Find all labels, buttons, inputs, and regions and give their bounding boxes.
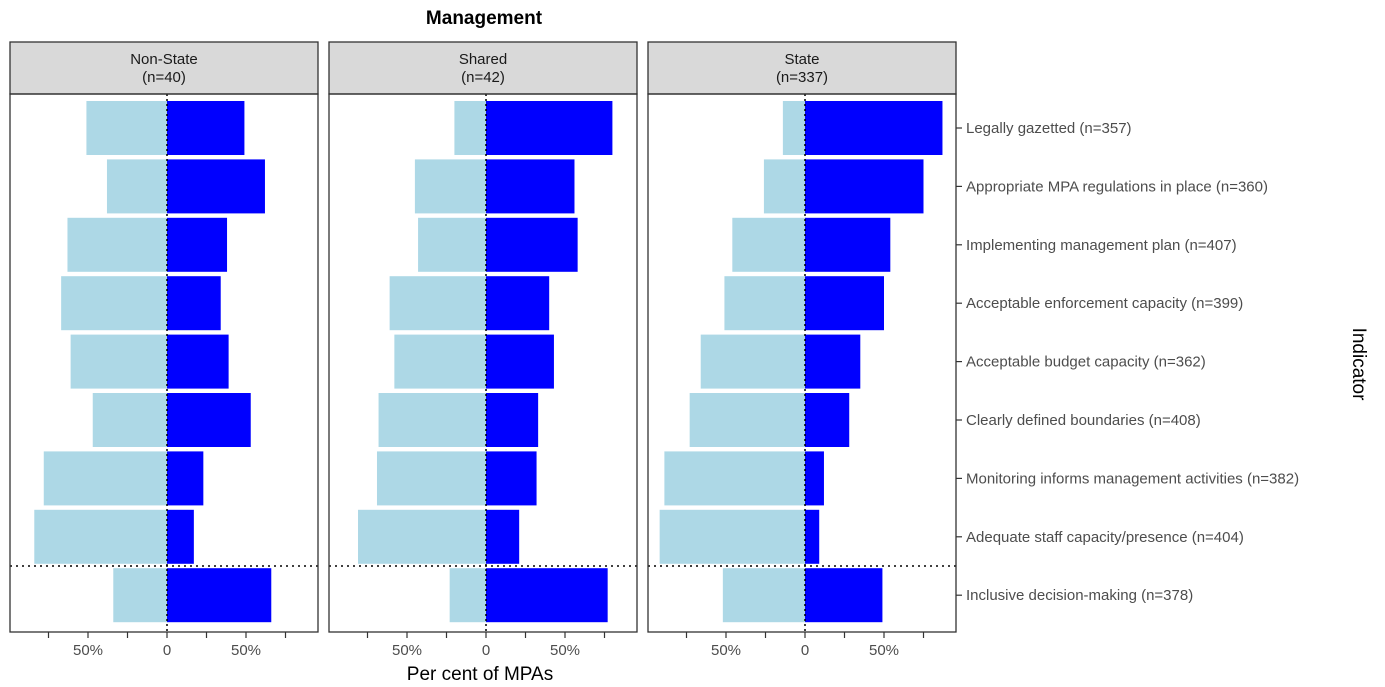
bar-positive — [167, 101, 245, 155]
bar-negative — [92, 393, 167, 447]
facet-title: Non-State — [130, 51, 198, 68]
bar-positive — [805, 451, 824, 506]
bar-negative — [659, 509, 805, 564]
bar-positive — [167, 451, 204, 506]
bar-positive — [486, 334, 554, 389]
bar-negative — [70, 334, 167, 389]
y-axis-title: Indicator — [1348, 328, 1369, 402]
x-tick-label: 0 — [163, 642, 171, 659]
facet-count: (n=40) — [142, 69, 186, 86]
panel-border — [328, 93, 638, 633]
bar-positive — [805, 568, 883, 623]
bar-positive — [486, 393, 539, 447]
facet-title: State — [784, 51, 819, 68]
category-label: Adequate staff capacity/presence (n=404) — [966, 529, 1244, 546]
bar-positive — [167, 334, 229, 389]
bar-negative — [414, 159, 486, 214]
facet-panel: Shared(n=42) 50% 0 50% — [328, 41, 638, 659]
x-tick-label: 0 — [482, 642, 490, 659]
bar-positive — [486, 509, 520, 564]
bar-positive — [805, 217, 891, 272]
panels: Non-State(n=40) 50% 0 50% Shared(n=42) 50% 0 50… — [9, 41, 957, 659]
x-tick-label: 50% — [392, 642, 422, 659]
facet-strip — [9, 41, 319, 95]
bar-negative — [378, 393, 486, 447]
bar-positive — [805, 101, 943, 155]
category-label: Acceptable enforcement capacity (n=399) — [966, 295, 1243, 312]
bar-positive — [167, 159, 265, 214]
bar-positive — [805, 393, 850, 447]
bar-positive — [167, 509, 194, 564]
category-label: Appropriate MPA regulations in place (n=… — [966, 178, 1268, 195]
facet-title: Shared — [459, 51, 507, 68]
bar-negative — [700, 334, 805, 389]
x-tick-label: 50% — [869, 642, 899, 659]
bar-positive — [486, 276, 550, 331]
category-label: Clearly defined boundaries (n=408) — [966, 412, 1201, 429]
bar-negative — [113, 568, 167, 623]
bar-positive — [167, 568, 272, 623]
bar-positive — [486, 568, 608, 623]
bar-negative — [61, 276, 167, 331]
panel-border — [647, 93, 957, 633]
bar-negative — [43, 451, 168, 506]
bar-negative — [449, 568, 486, 623]
y-axis-category-labels: Legally gazetted (n=357) Appropriate MPA … — [956, 120, 1299, 604]
bar-negative — [732, 217, 805, 272]
bar-positive — [167, 217, 228, 272]
x-tick-label: 50% — [73, 642, 103, 659]
x-axis-title: Per cent of MPAs — [407, 664, 553, 685]
facet-strip — [328, 41, 638, 95]
category-label: Implementing management plan (n=407) — [966, 237, 1237, 254]
x-tick-label: 50% — [550, 642, 580, 659]
category-label: Legally gazetted (n=357) — [966, 120, 1132, 137]
bar-positive — [805, 334, 861, 389]
bar-positive — [167, 276, 221, 331]
bar-negative — [782, 101, 805, 155]
bar-positive — [486, 217, 578, 272]
bar-negative — [67, 217, 167, 272]
bar-positive — [805, 276, 884, 331]
facet-panel: Non-State(n=40) 50% 0 50% — [9, 41, 319, 659]
chart-title: Management — [426, 8, 543, 29]
x-tick-label: 50% — [711, 642, 741, 659]
bar-negative — [689, 393, 805, 447]
bar-positive — [805, 509, 820, 564]
bar-negative — [86, 101, 167, 155]
x-tick-label: 50% — [231, 642, 261, 659]
bar-positive — [805, 159, 924, 214]
bar-negative — [418, 217, 486, 272]
bar-positive — [167, 393, 251, 447]
facet-count: (n=337) — [776, 69, 828, 86]
bar-negative — [34, 509, 167, 564]
facet-count: (n=42) — [461, 69, 505, 86]
bar-positive — [486, 451, 537, 506]
bar-negative — [763, 159, 805, 214]
facet-panel: State(n=337) 50% 0 50% — [647, 41, 957, 659]
x-tick-label: 0 — [801, 642, 809, 659]
category-label: Acceptable budget capacity (n=362) — [966, 354, 1206, 371]
category-label: Monitoring informs management activities… — [966, 470, 1299, 487]
bar-negative — [724, 276, 805, 331]
bar-negative — [664, 451, 805, 506]
category-label: Inclusive decision-making (n=378) — [966, 587, 1193, 604]
bar-negative — [454, 101, 486, 155]
bar-negative — [376, 451, 486, 506]
facet-strip — [647, 41, 957, 95]
bar-negative — [394, 334, 486, 389]
bar-negative — [358, 509, 486, 564]
bar-negative — [106, 159, 167, 214]
bar-positive — [486, 159, 575, 214]
bar-negative — [722, 568, 805, 623]
bar-negative — [389, 276, 486, 331]
bar-positive — [486, 101, 613, 155]
panel-border — [9, 93, 319, 633]
